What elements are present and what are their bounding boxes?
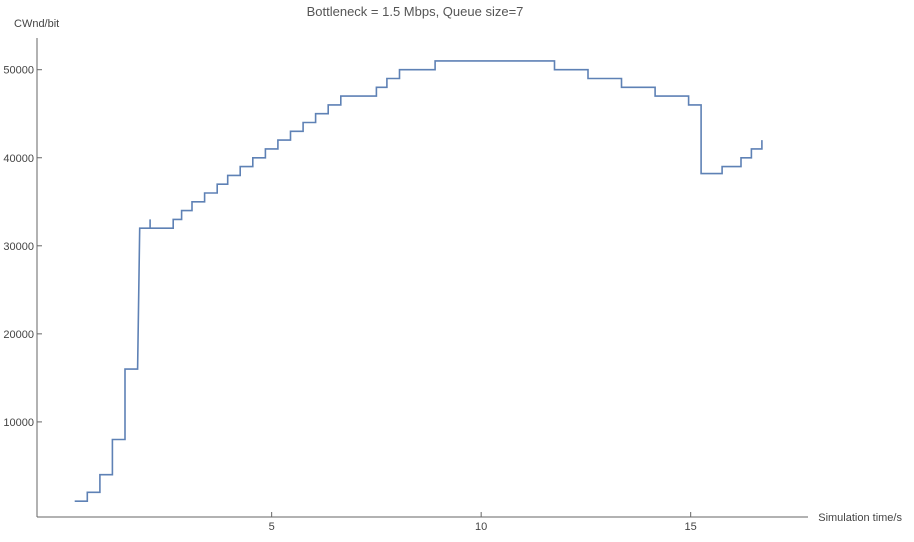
y-tick-label: 10000 [3,417,34,429]
series-layer [74,60,763,502]
x-tick-label: 10 [475,521,487,533]
x-tick-label: 15 [685,521,697,533]
chart-title: Bottleneck = 1.5 Mbps, Queue size=7 [307,4,524,19]
cwnd-series-line [74,60,763,502]
y-tick-label: 20000 [3,329,34,341]
y-tick-label: 40000 [3,153,34,165]
y-axis-ticks: 10000 20000 30000 40000 50000 [3,65,42,429]
y-axis-label: CWnd/bit [14,18,59,30]
x-tick-label: 5 [269,521,275,533]
y-tick-label: 50000 [3,65,34,77]
x-axis-label: Simulation time/s [818,512,902,524]
y-tick-label: 30000 [3,241,34,253]
x-axis-ticks: 5 10 15 [269,512,697,533]
